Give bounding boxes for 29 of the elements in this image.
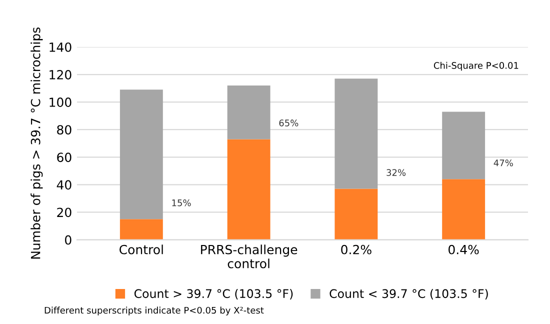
- bar: [120, 90, 163, 220]
- x-tick-label: 0.2%: [341, 244, 372, 254]
- x-tick-label: 0.4%: [448, 244, 479, 254]
- bar: [120, 219, 163, 240]
- annotation: 15%: [172, 199, 191, 206]
- annotation: Chi-Square P<0.01: [434, 62, 518, 71]
- bar: [442, 112, 486, 180]
- bar: [227, 86, 270, 140]
- y-tick-label: 0: [65, 235, 72, 245]
- x-tick-label: PRRS-challenge control: [201, 244, 298, 268]
- x-tick-label: Control: [120, 244, 163, 254]
- legend-label: Count < 39.7 °C (103.5 °F): [330, 288, 488, 300]
- annotation: 47%: [494, 159, 513, 166]
- y-tick-label: 120: [50, 70, 72, 80]
- annotation: 32%: [386, 169, 406, 176]
- y-tick-label: 80: [57, 125, 72, 135]
- legend-label: Count > 39.7 °C (103.5 °F): [134, 288, 293, 300]
- y-tick-label: 100: [50, 98, 72, 107]
- y-tick-label: 140: [50, 42, 72, 52]
- annotation: 65%: [279, 120, 298, 126]
- y-tick-label: 60: [57, 152, 72, 162]
- text: Different superscripts indicate P<0.05 by X²-test: [44, 306, 264, 316]
- y-tick-label: 20: [57, 208, 72, 218]
- y-tick-label: 40: [56, 180, 72, 190]
- bar: [227, 139, 270, 240]
- y-axis-title: Number of pigs > 39.7 °C microchips: [30, 27, 43, 259]
- bar: [334, 188, 378, 240]
- bar: [442, 179, 486, 240]
- bar: [334, 78, 378, 189]
